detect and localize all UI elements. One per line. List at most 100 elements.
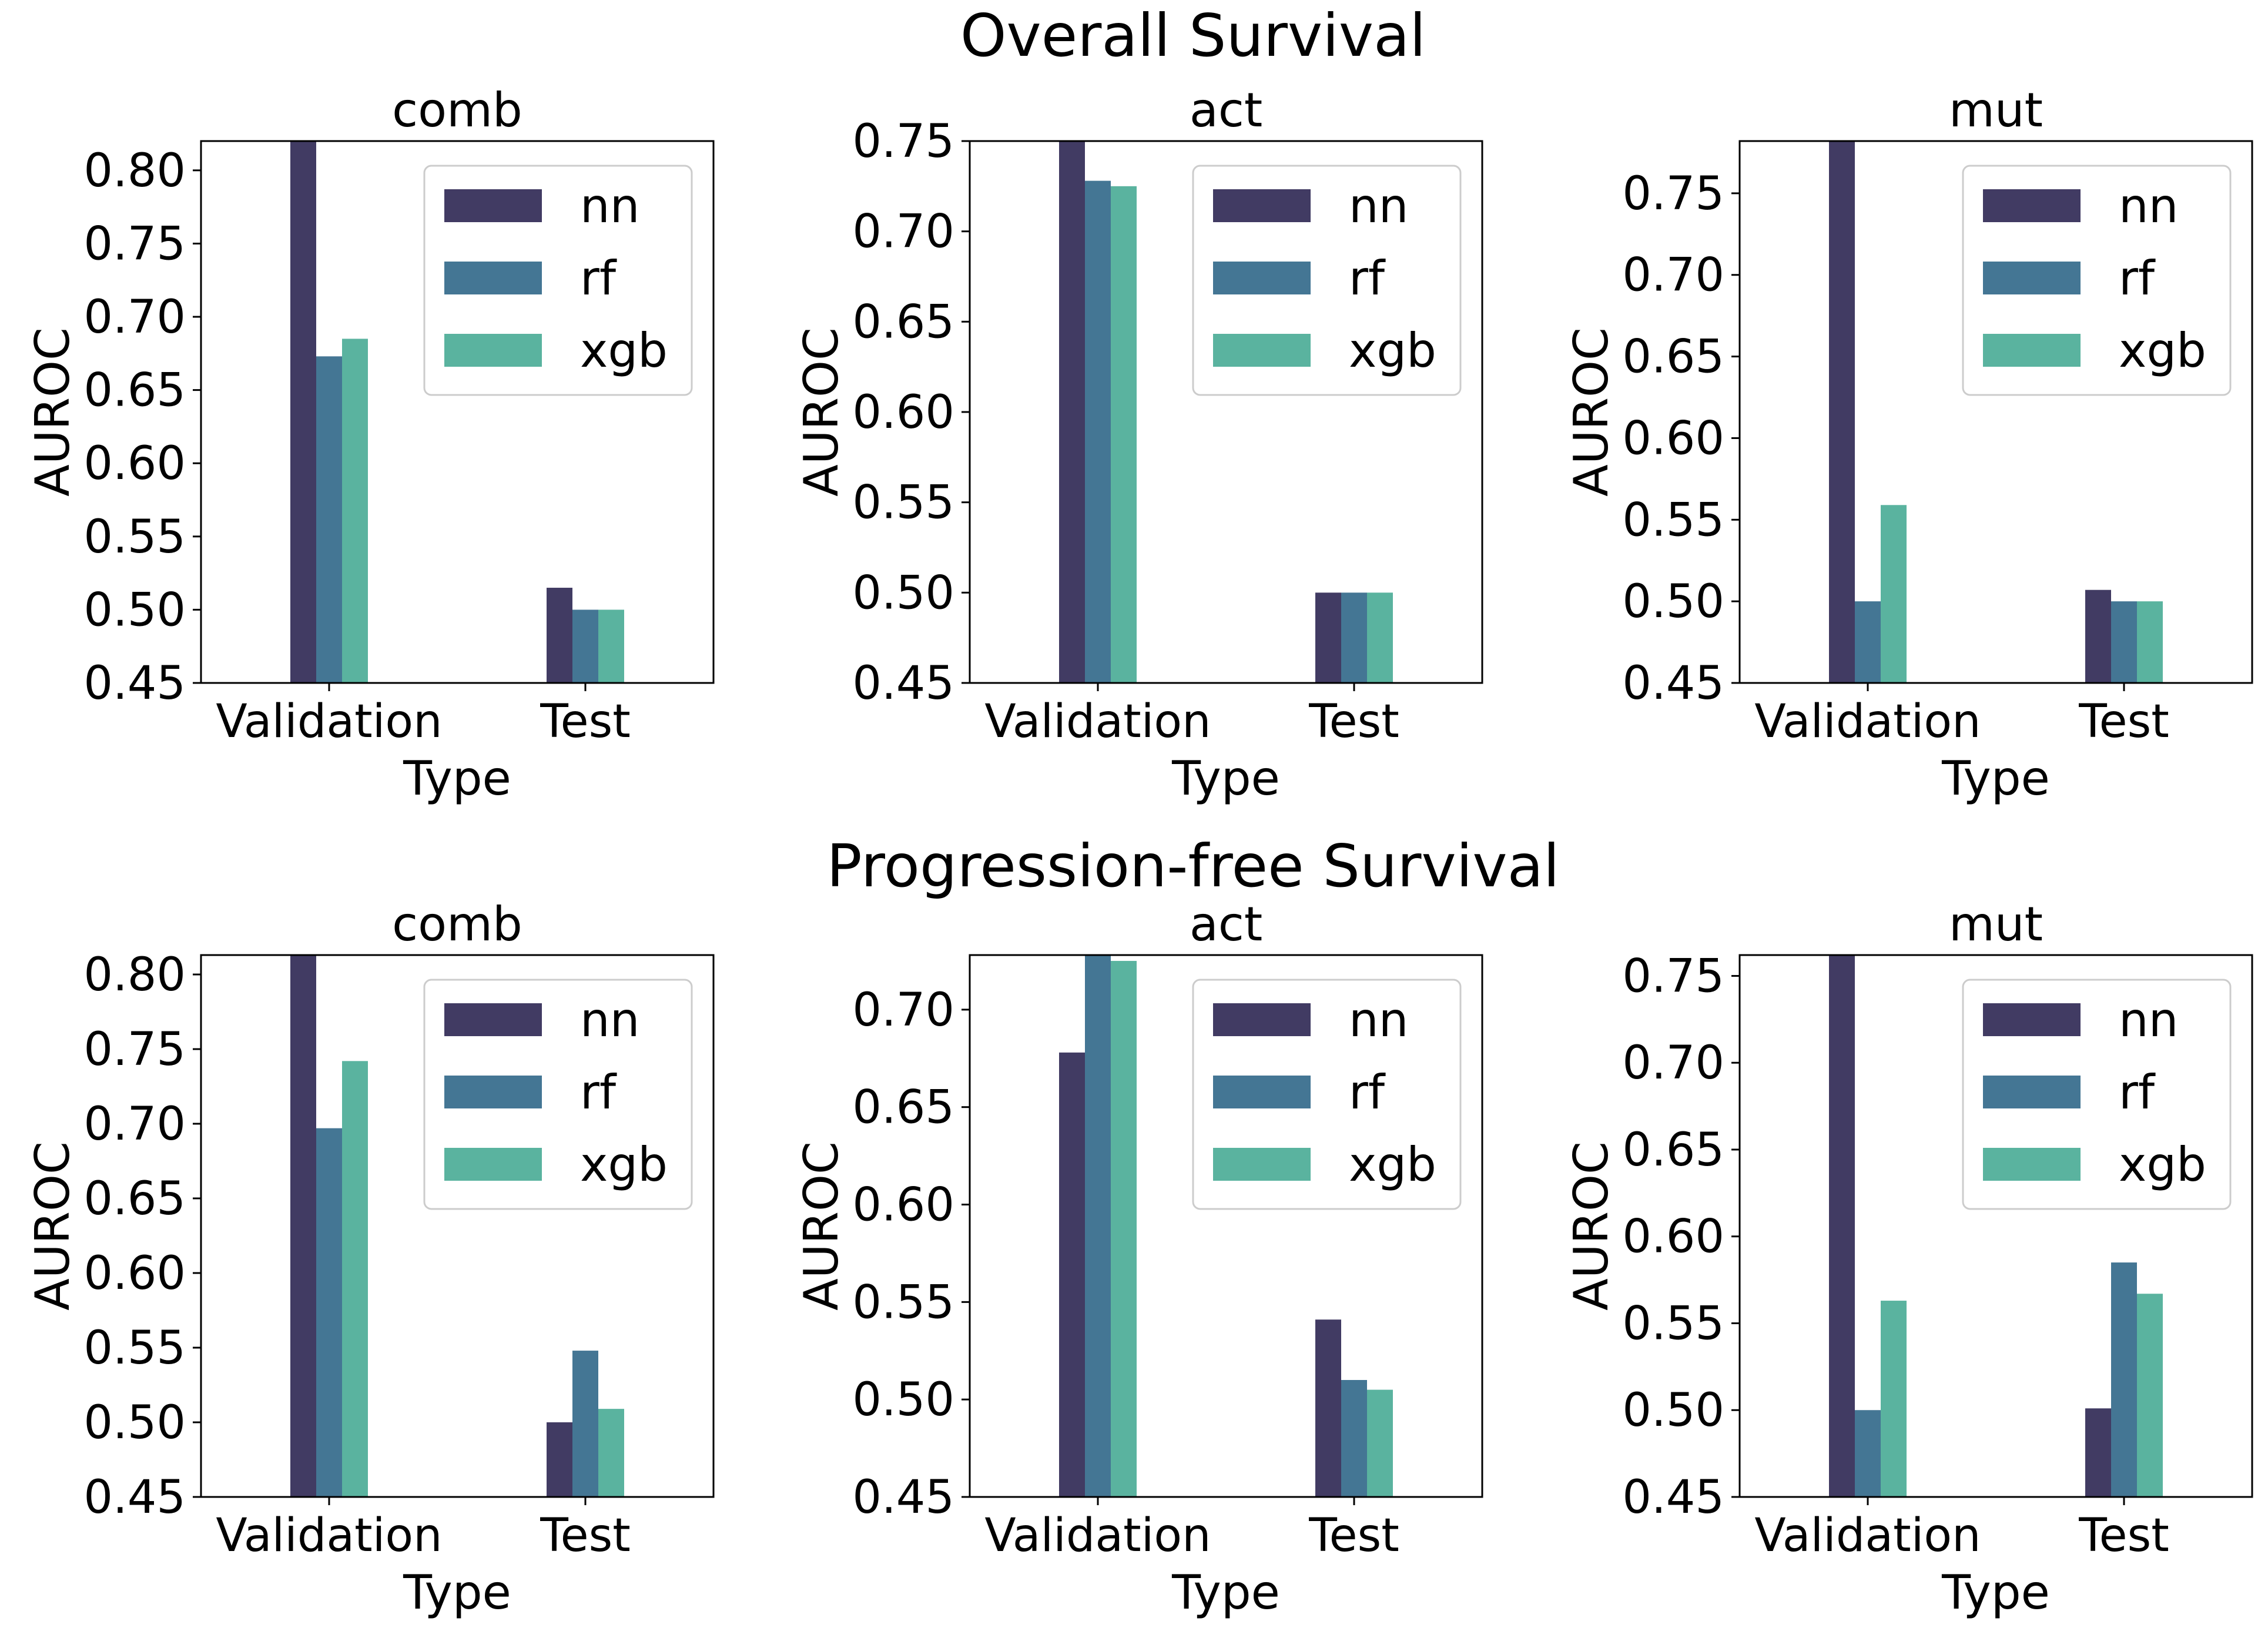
y-axis-label: AUROC (1564, 1141, 1619, 1311)
bar-xgb-test (1367, 592, 1393, 683)
x-tick-label: Test (540, 1509, 631, 1562)
legend-swatch-nn (444, 1003, 542, 1036)
y-tick-label: 0.45 (852, 657, 954, 710)
legend-swatch-xgb (1983, 1148, 2081, 1181)
chart-panel-pfs-act: 0.45 0.50 0.55 0.60 0.65 0.70 Validation Test ac… (794, 897, 1483, 1620)
panel-title: comb (392, 897, 522, 952)
chart-panel-os-comb: 0.45 0.50 0.55 0.60 0.65 0.70 0.75 0.80 Validati… (25, 83, 715, 806)
legend-label-nn: nn (580, 179, 639, 233)
x-tick-label: Validation (984, 1509, 1211, 1562)
legend-swatch-nn (444, 189, 542, 222)
y-tick-label: 0.50 (852, 1374, 954, 1426)
x-axis-label: Type (1941, 751, 2050, 806)
bar-nn-test (547, 1422, 572, 1497)
row-title-progression-free-survival: Progression-free Survival (826, 832, 1559, 900)
y-tick-label: 0.65 (83, 364, 186, 417)
x-axis-label: Type (403, 751, 511, 806)
y-tick-label: 0.75 (83, 217, 186, 270)
bar-xgb-validation (1881, 1301, 1907, 1497)
bar-nn-validation (1829, 141, 1855, 683)
bar-rf-test (2111, 601, 2137, 683)
x-tick-label: Test (1308, 1509, 1399, 1562)
bar-rf-test (1341, 1380, 1367, 1497)
bar-nn-test (1315, 592, 1341, 683)
x-tick-label: Validation (216, 1509, 442, 1562)
legend-label-xgb: xgb (2119, 1137, 2206, 1192)
bar-nn-test (1315, 1319, 1341, 1497)
row-title-overall-survival: Overall Survival (960, 1, 1426, 70)
y-tick-label: 0.70 (852, 206, 954, 259)
y-tick-label: 0.65 (852, 1081, 954, 1134)
y-tick-label: 0.75 (1622, 950, 1724, 1003)
bar-xgb-validation (1111, 186, 1137, 683)
legend-swatch-rf (1983, 262, 2081, 294)
y-tick-label: 0.50 (1622, 575, 1724, 628)
bars-group (1829, 141, 2163, 683)
bar-rf-validation (316, 356, 342, 683)
y-tick-label: 0.55 (83, 1322, 186, 1375)
y-tick-label: 0.75 (852, 115, 954, 168)
y-tick-label: 0.55 (1622, 1297, 1724, 1350)
legend-swatch-nn (1983, 1003, 2081, 1036)
x-axis-label: Type (1941, 1565, 2050, 1620)
bar-xgb-test (598, 1409, 624, 1497)
y-tick-label: 0.55 (83, 511, 186, 564)
legend-swatch-nn (1213, 1003, 1311, 1036)
legend-swatch-xgb (444, 1148, 542, 1181)
chart-panel-pfs-comb: 0.45 0.50 0.55 0.60 0.65 0.70 0.75 0.80 Validati… (25, 897, 715, 1620)
y-axis-label: AUROC (794, 327, 849, 497)
bar-xgb-validation (342, 339, 368, 683)
legend-label-rf: rf (1349, 251, 1386, 306)
bar-rf-validation (1085, 955, 1111, 1497)
axes-frame (1738, 140, 2253, 684)
y-tick-label: 0.55 (852, 1276, 954, 1329)
x-tick-label: Test (2078, 695, 2169, 748)
bar-xgb-test (1367, 1389, 1393, 1497)
y-tick-label: 0.45 (1622, 657, 1724, 710)
bar-nn-validation (1059, 141, 1085, 683)
x-tick-label: Validation (1754, 695, 1981, 748)
axes-frame (969, 954, 1483, 1498)
x-tick-label: Test (2078, 1509, 2169, 1562)
bar-nn-validation (290, 955, 316, 1497)
bar-nn-test (547, 588, 572, 683)
y-tick-label: 0.65 (1622, 1124, 1724, 1177)
x-tick-label: Validation (1754, 1509, 1981, 1562)
panel-title: act (1190, 897, 1262, 952)
bar-rf-validation (1085, 180, 1111, 683)
x-tick-label: Validation (216, 695, 442, 748)
y-tick-label: 0.60 (852, 1179, 954, 1232)
chart-panel-pfs-mut: 0.45 0.50 0.55 0.60 0.65 0.70 0.75 Validation Te… (1564, 897, 2253, 1620)
y-tick-label: 0.70 (83, 291, 186, 344)
legend-label-xgb: xgb (1349, 323, 1436, 378)
bar-rf-validation (1855, 1410, 1881, 1497)
legend-swatch-rf (444, 1076, 542, 1108)
y-tick-label: 0.70 (852, 984, 954, 1037)
bar-rf-test (2111, 1262, 2137, 1497)
bar-rf-test (572, 609, 598, 683)
axes-frame (1738, 954, 2253, 1498)
bar-nn-test (2085, 589, 2111, 683)
legend-swatch-rf (1213, 1076, 1311, 1108)
y-axis-label: AUROC (794, 1141, 849, 1311)
x-axis-label: Type (1171, 751, 1280, 806)
chart-panels: 0.45 0.50 0.55 0.60 0.65 0.70 0.75 0.80 Validati… (25, 83, 2253, 1620)
panel-title: act (1190, 83, 1262, 138)
x-tick-label: Test (1308, 695, 1399, 748)
bars-group (1059, 141, 1393, 683)
legend-swatch-rf (444, 262, 542, 294)
y-tick-label: 0.45 (83, 1471, 186, 1524)
legend-swatch-xgb (1213, 334, 1311, 367)
bars-group (290, 955, 624, 1497)
y-tick-label: 0.75 (1622, 168, 1724, 220)
bars-group (1829, 955, 2163, 1497)
bar-rf-test (572, 1351, 598, 1497)
bar-nn-validation (1059, 1052, 1085, 1497)
legend-swatch-xgb (1983, 334, 2081, 367)
bar-nn-validation (1829, 955, 1855, 1497)
y-tick-label: 0.65 (852, 296, 954, 349)
y-tick-label: 0.50 (852, 567, 954, 619)
y-tick-label: 0.70 (1622, 249, 1724, 302)
axes-frame (200, 954, 715, 1498)
y-tick-label: 0.60 (1622, 412, 1724, 465)
